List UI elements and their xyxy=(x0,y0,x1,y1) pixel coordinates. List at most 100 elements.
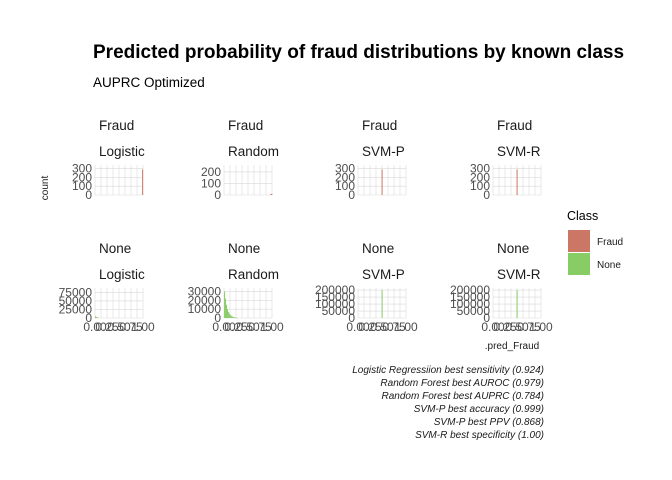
y-tick-label: 0 xyxy=(214,311,221,325)
histogram-bar-none-random xyxy=(230,315,232,318)
strip-label-class: Fraud xyxy=(497,118,532,133)
histogram-bar-fraud-logistic xyxy=(142,169,144,195)
strip-label-class: None xyxy=(99,241,131,256)
x-tick-label: 0.75 xyxy=(248,320,272,334)
legend: Class Fraud None xyxy=(567,209,623,275)
y-tick-label: 100 xyxy=(470,179,490,193)
x-tick-label: 0.25 xyxy=(493,320,517,334)
strip-label-class: None xyxy=(228,241,260,256)
histogram-bar-none-random xyxy=(229,314,231,318)
caption-line: Random Forest best AUPRC (0.784) xyxy=(382,391,544,402)
y-tick-label: 300 xyxy=(72,162,92,176)
histogram-bar-none-random xyxy=(226,309,228,318)
y-tick-label: 0 xyxy=(214,188,221,202)
x-tick-label: 0.00 xyxy=(481,320,505,334)
y-tick-label: 75000 xyxy=(59,285,93,299)
x-tick-label: 0.50 xyxy=(505,320,529,334)
x-tick-label: 0.00 xyxy=(83,320,107,334)
histogram-bar-none-svm-r xyxy=(516,290,518,318)
legend-label-fraud: Fraud xyxy=(597,237,623,248)
y-tick-label: 200 xyxy=(72,170,92,184)
y-tick-label: 200 xyxy=(201,165,221,179)
strip-label-class: Fraud xyxy=(362,118,397,133)
histogram-bar-fraud-random xyxy=(270,194,272,196)
y-tick-label: 0 xyxy=(348,311,355,325)
y-tick-label: 20000 xyxy=(188,293,222,307)
x-tick-label: 0.75 xyxy=(517,320,541,334)
y-tick-label: 25000 xyxy=(59,302,93,316)
histogram-bar-none-random xyxy=(234,317,236,319)
x-tick-label: 0.00 xyxy=(212,320,236,334)
y-tick-label: 50000 xyxy=(59,294,93,308)
y-tick-label: 300 xyxy=(335,162,355,176)
x-tick-label: 0.50 xyxy=(236,320,260,334)
x-tick-label: 0.00 xyxy=(346,320,370,334)
y-tick-label: 200 xyxy=(470,170,490,184)
strip-label-class: Fraud xyxy=(99,118,134,133)
strip-label-model: SVM-P xyxy=(362,267,405,282)
histogram-bar-fraud-random xyxy=(271,193,273,195)
histogram-bar-none-random xyxy=(231,316,233,318)
y-tick-label: 100000 xyxy=(450,297,490,311)
y-tick-label: 0 xyxy=(85,311,92,325)
y-tick-label: 200000 xyxy=(450,283,490,297)
histogram-bar-none-svm-p xyxy=(381,290,383,318)
caption-line: SVM-P best accuracy (0.999) xyxy=(414,404,544,415)
chart-title: Predicted probability of fraud distribut… xyxy=(93,42,624,63)
x-axis-label: .pred_Fraud xyxy=(485,341,539,352)
y-tick-label: 300 xyxy=(470,162,490,176)
strip-label-model: Logistic xyxy=(99,144,145,159)
histogram-bar-none-random xyxy=(233,317,235,318)
strip-label-model: SVM-R xyxy=(497,144,541,159)
y-tick-label: 200 xyxy=(335,170,355,184)
legend-title: Class xyxy=(567,209,598,223)
y-tick-label: 100000 xyxy=(315,297,355,311)
histogram-bar-fraud-svm-p xyxy=(381,169,383,195)
y-tick-label: 50000 xyxy=(322,304,356,318)
x-tick-label: 1.00 xyxy=(260,320,284,334)
legend-swatch-none xyxy=(568,253,590,275)
legend-swatch-fraud xyxy=(568,230,590,252)
y-tick-label: 0 xyxy=(483,188,490,202)
histogram-bar-none-random xyxy=(226,304,227,318)
x-tick-label: 1.00 xyxy=(394,320,418,334)
histogram-bar-none-random xyxy=(228,313,230,318)
histogram-bar-none-logistic xyxy=(95,316,97,318)
caption-line: Random Forest best AUROC (0.979) xyxy=(380,378,544,389)
y-tick-label: 50000 xyxy=(457,304,491,318)
y-tick-label: 100 xyxy=(72,179,92,193)
y-tick-label: 0 xyxy=(483,311,490,325)
histogram-bar-fraud-svm-r xyxy=(516,169,518,195)
histogram-bar-none-random xyxy=(225,298,227,318)
y-tick-label: 200000 xyxy=(315,283,355,297)
y-tick-label: 150000 xyxy=(315,290,355,304)
y-tick-label: 150000 xyxy=(450,290,490,304)
strip-label-model: SVM-R xyxy=(497,267,541,282)
histogram-bar-none-logistic xyxy=(96,316,98,318)
x-tick-label: 0.25 xyxy=(224,320,248,334)
x-tick-label: 0.50 xyxy=(370,320,394,334)
y-tick-label: 0 xyxy=(85,188,92,202)
y-tick-label: 100 xyxy=(201,176,221,190)
strip-label-model: Random xyxy=(228,144,279,159)
caption-line: SVM-R best specificity (1.00) xyxy=(415,430,544,441)
x-tick-label: 1.00 xyxy=(529,320,553,334)
strip-label-model: Logistic xyxy=(99,267,145,282)
strip-label-model: Random xyxy=(228,267,279,282)
caption-line: SVM-P best PPV (0.868) xyxy=(434,417,544,428)
histogram-bar-none-random xyxy=(232,316,234,318)
histogram-bar-none-random xyxy=(236,317,238,319)
facet-panels: FraudLogistic0100200300FraudRandom010020… xyxy=(59,118,553,334)
histogram-bar-none-random xyxy=(227,311,229,318)
strip-label-model: SVM-P xyxy=(362,144,405,159)
histogram-bar-none-random xyxy=(224,291,226,318)
strip-label-class: None xyxy=(497,241,529,256)
legend-label-none: None xyxy=(597,260,621,271)
y-axis-label: count xyxy=(40,176,51,201)
y-tick-label: 0 xyxy=(348,188,355,202)
histogram-bar-none-random xyxy=(235,317,237,319)
caption-line: Logistic Regressiion best sensitivity (0… xyxy=(352,365,544,376)
x-tick-label: 0.50 xyxy=(107,320,131,334)
caption-block: Logistic Regressiion best sensitivity (0… xyxy=(352,365,544,441)
